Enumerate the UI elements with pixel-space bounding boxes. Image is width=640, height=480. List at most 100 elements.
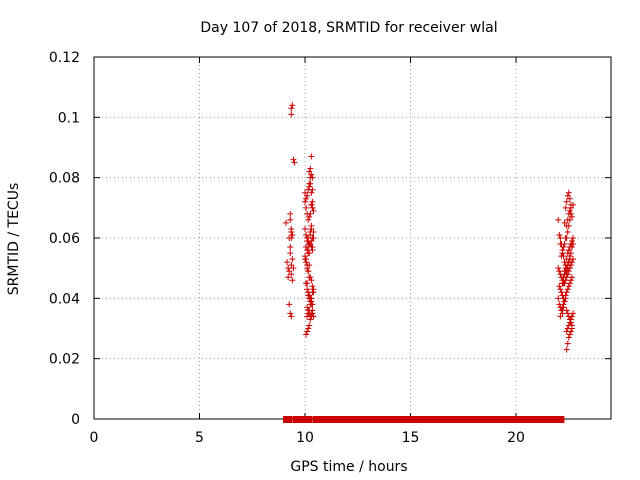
y-tick-label: 0.08 [49,171,80,187]
data-point [308,244,315,251]
plot-frame [93,56,612,420]
data-point [287,244,294,251]
data-point [302,189,309,196]
data-point [555,216,562,223]
data-point [555,265,562,272]
data-point [564,310,571,317]
data-point [560,301,567,308]
data-point [288,228,295,235]
data-point [568,238,575,245]
data-point [289,231,296,238]
data-point [288,313,295,320]
data-point [291,159,298,166]
data-point [290,156,297,163]
data-point [564,265,571,272]
data-point [287,250,294,257]
data-point [563,256,570,263]
data-point [566,331,573,338]
y-tick-label: 0.02 [49,352,80,368]
x-tick-label: 15 [402,430,420,446]
data-point [305,292,312,299]
data-point [283,219,290,226]
data-point [565,189,572,196]
data-point [566,253,573,260]
data-point [561,268,568,275]
data-point [285,274,292,281]
data-point [567,277,574,284]
zero-value-band [292,416,306,423]
data-point [309,186,316,193]
data-point [570,256,577,263]
data-point [562,262,569,269]
zero-value-band [302,416,313,423]
zero-value-band [283,416,293,423]
data-point [564,250,571,257]
data-point [306,295,313,302]
data-point [556,231,563,238]
data-point [305,325,312,332]
data-point [562,204,569,211]
data-point [302,225,309,232]
y-tick-label: 0.12 [49,50,80,66]
data-point [567,210,574,217]
data-point [305,268,312,275]
data-point [563,271,570,278]
data-point [564,286,571,293]
data-point [303,204,310,211]
data-point [309,174,316,181]
data-point [567,241,574,248]
data-point [564,228,571,235]
data-point [563,198,570,205]
data-point [308,313,315,320]
data-point [288,111,295,118]
data-point [563,289,570,296]
data-point [308,301,315,308]
data-point [287,310,294,317]
data-point [566,244,573,251]
data-point [566,216,573,223]
data-point [557,235,564,241]
data-point [308,277,315,284]
data-point [304,262,311,269]
data-point [308,153,315,160]
data-point [565,334,572,341]
data-point [567,201,574,208]
data-point [560,244,567,251]
data-point [305,216,312,223]
x-tick-label: 10 [296,430,314,446]
data-point [557,313,564,320]
data-point [304,304,311,311]
data-point [288,262,295,269]
data-point [566,207,573,214]
data-point [286,268,293,275]
data-point [558,307,565,314]
data-point [303,195,310,202]
data-point [307,316,314,323]
data-point [306,213,313,220]
data-point [565,222,572,229]
data-point [563,307,570,314]
data-point [304,238,311,245]
data-point [309,283,316,290]
data-point [568,313,575,320]
axis-ticks: 0 5 10 15 20 0 0.02 0.04 0.06 0.08 0.1 0.12 [49,50,611,446]
data-point [307,180,314,187]
data-point [567,328,574,335]
data-point [557,286,564,293]
data-point [286,301,293,308]
data-point [309,204,316,211]
data-point [303,331,310,338]
data-point [555,295,562,302]
data-point [289,277,296,284]
data-point [309,310,316,317]
plot-border [93,56,612,420]
data-point [561,219,568,226]
y-tick-label: 0 [71,412,80,428]
data-point [289,102,296,109]
data-point [304,280,311,287]
data-points [283,102,577,353]
data-point [307,165,314,172]
y-tick-label: 0.06 [49,231,80,247]
data-point [559,247,566,254]
